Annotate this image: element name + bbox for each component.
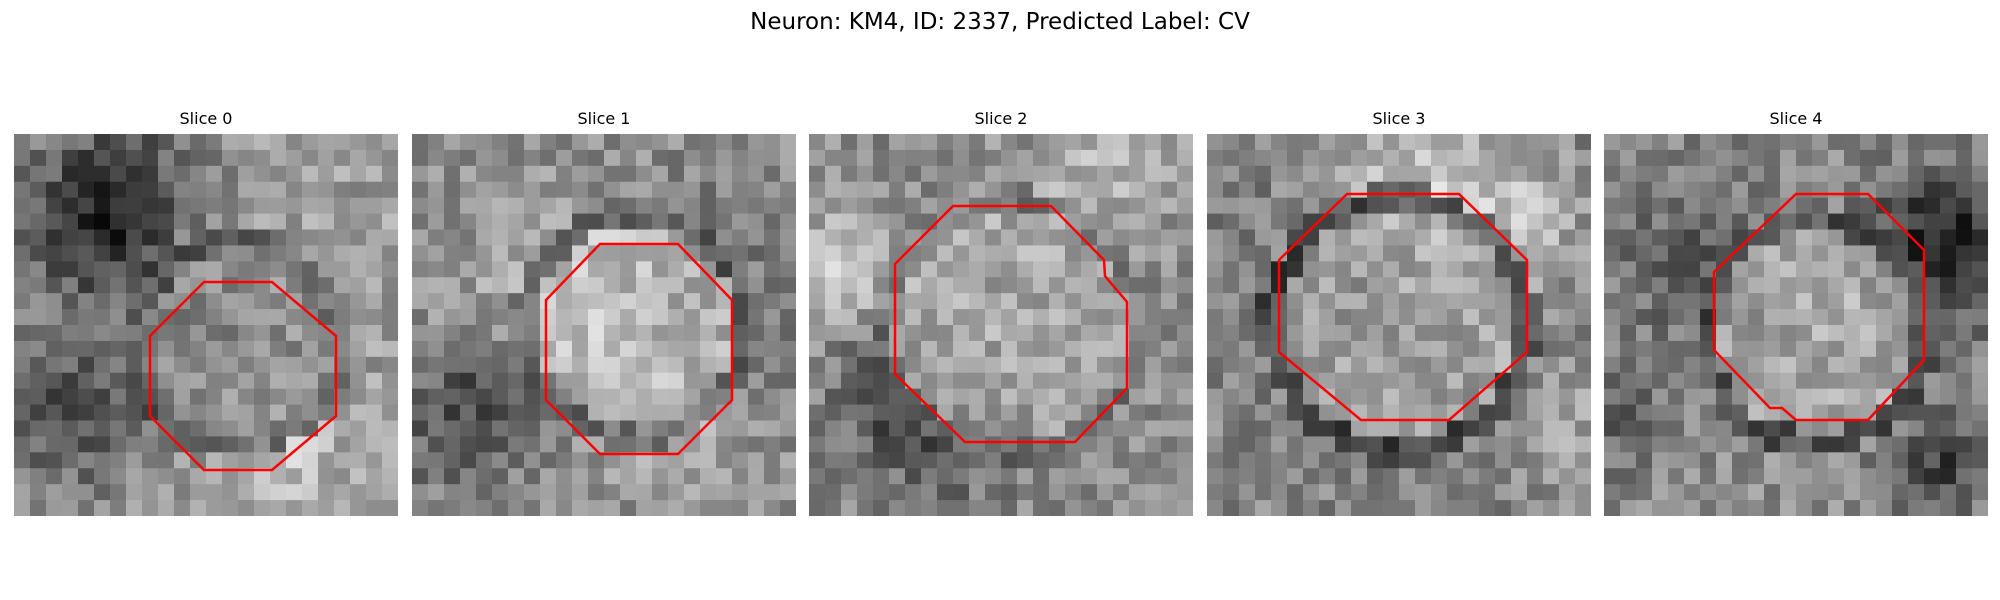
- slice-4-image: [1604, 134, 1988, 516]
- slice-0-title: Slice 0: [179, 109, 233, 128]
- slice-3-title: Slice 3: [1372, 109, 1426, 128]
- slice-3-contour: [1277, 192, 1529, 422]
- slice-1-title: Slice 1: [577, 109, 631, 128]
- slice-1-pixels: [412, 134, 796, 516]
- slice-1-contour: [544, 242, 734, 456]
- slice-2-title: Slice 2: [974, 109, 1028, 128]
- slice-4-pixels: [1604, 134, 1988, 516]
- slice-3-image: [1207, 134, 1591, 516]
- slice-2-image: [809, 134, 1193, 516]
- slice-4-title: Slice 4: [1769, 109, 1823, 128]
- slice-3-pixels: [1207, 134, 1591, 516]
- slice-2-pixels: [809, 134, 1193, 516]
- slice-1-image: [412, 134, 796, 516]
- slice-4-contour: [1712, 192, 1926, 422]
- figure-title: Neuron: KM4, ID: 2337, Predicted Label: …: [750, 9, 1250, 35]
- slice-2-contour: [893, 204, 1129, 444]
- slice-0-contour: [148, 280, 338, 472]
- slice-0-pixels: [14, 134, 398, 516]
- slice-0-image: [14, 134, 398, 516]
